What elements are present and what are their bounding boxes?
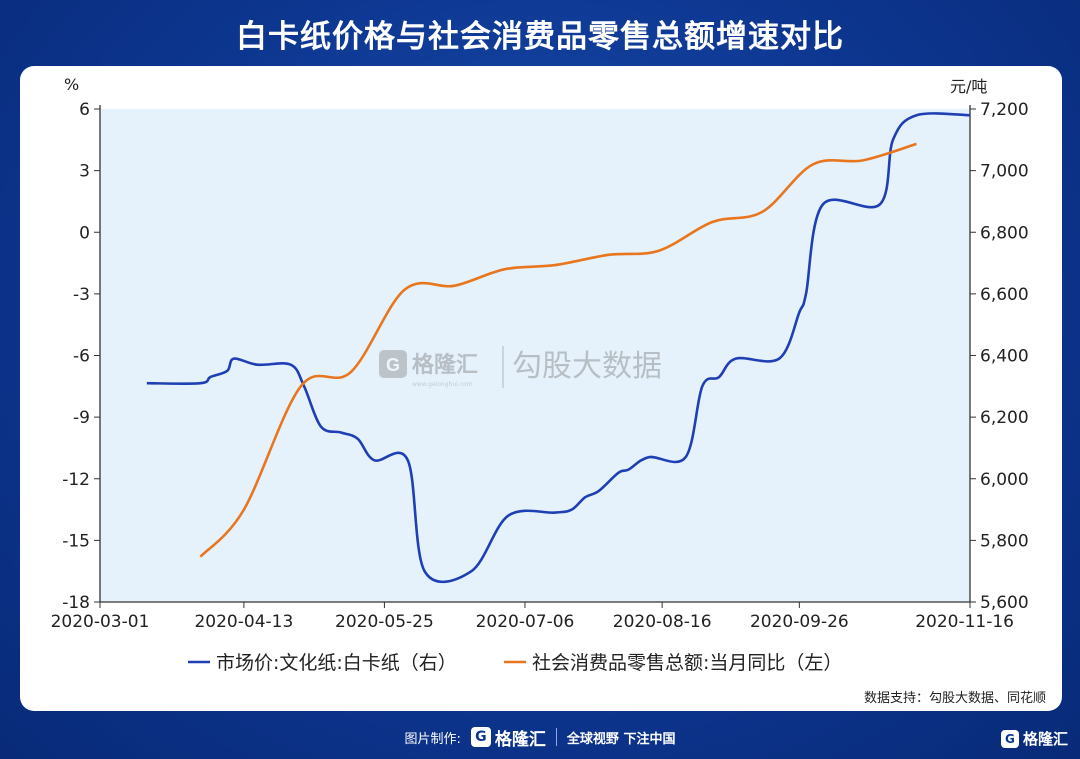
watermark: G 格隆汇 www.gelonghui.com 勾股大数据 bbox=[379, 346, 662, 388]
legend-label-price: 市场价:文化纸:白卡纸（右） bbox=[216, 652, 457, 674]
footer-logo-icon: G bbox=[470, 727, 491, 747]
right-tick-label: 5,800 bbox=[980, 531, 1029, 551]
footer-made-label: 图片制作: bbox=[404, 731, 461, 747]
corner-brand: 格隆汇 bbox=[1022, 730, 1068, 748]
footer: 图片制作: G 格隆汇 全球视野 下注中国 bbox=[0, 718, 1080, 756]
watermark-product: 勾股大数据 bbox=[512, 349, 662, 384]
chart-svg: G 格隆汇 www.gelonghui.com 勾股大数据 % 元/吨 6 3 0 -3 -… bbox=[51, 75, 1029, 674]
corner-logo: G 格隆汇 bbox=[1000, 728, 1068, 749]
right-tick-label: 7,000 bbox=[980, 162, 1029, 182]
corner-logo-icon: G bbox=[1000, 729, 1019, 748]
data-source: 数据支持：勾股大数据、同花顺 bbox=[863, 691, 1046, 706]
right-tick-label: 6,400 bbox=[980, 347, 1029, 367]
right-tick-label: 5,600 bbox=[980, 593, 1029, 613]
watermark-brand: 格隆汇 bbox=[412, 352, 478, 378]
footer-brand: 格隆汇 bbox=[494, 729, 546, 750]
series-line-price bbox=[146, 112, 971, 584]
chart-title: 白卡纸价格与社会消费品零售总额增速对比 bbox=[236, 18, 844, 55]
legend: 市场价:文化纸:白卡纸（右） 社会消费品零售总额:当月同比（左） bbox=[188, 652, 842, 674]
chart-card: G 格隆汇 www.gelonghui.com 勾股大数据 % 元/吨 6 3 0 -3 -… bbox=[20, 66, 1062, 711]
left-tick-label: 0 bbox=[79, 223, 90, 243]
watermark-logo-glyph: G bbox=[386, 355, 400, 375]
left-tick-label: -6 bbox=[73, 347, 90, 367]
series-line-retail bbox=[199, 142, 917, 558]
plot-area bbox=[100, 109, 970, 602]
x-tick-label: 2020-08-16 bbox=[613, 612, 712, 632]
left-axis-unit: % bbox=[64, 75, 79, 94]
watermark-logo-icon bbox=[379, 350, 407, 378]
left-tick-label: 3 bbox=[79, 162, 90, 182]
left-tick-label: 6 bbox=[79, 100, 90, 120]
left-tick-label: -18 bbox=[62, 593, 90, 613]
legend-label-retail: 社会消费品零售总额:当月同比（左） bbox=[532, 652, 842, 674]
x-tick-label: 2020-03-01 bbox=[51, 612, 150, 632]
x-tick-label: 2020-09-26 bbox=[750, 612, 849, 632]
x-tick-label: 2020-05-25 bbox=[335, 612, 434, 632]
left-tick-label: -15 bbox=[62, 531, 90, 551]
right-tick-label: 6,600 bbox=[980, 285, 1029, 305]
right-axis-unit: 元/吨 bbox=[950, 77, 987, 96]
right-tick-label: 7,200 bbox=[980, 100, 1029, 120]
watermark-url: www.gelonghui.com bbox=[412, 381, 473, 388]
x-tick-label: 2020-07-06 bbox=[476, 612, 575, 632]
footer-logo: G 格隆汇 bbox=[470, 725, 546, 750]
footer-divider bbox=[555, 728, 557, 746]
left-tick-label: -9 bbox=[73, 408, 90, 428]
right-tick-label: 6,000 bbox=[980, 470, 1029, 490]
right-tick-label: 6,200 bbox=[980, 408, 1029, 428]
x-tick-label: 2020-11-16 bbox=[915, 612, 1014, 632]
x-tick-label: 2020-04-13 bbox=[194, 612, 293, 632]
right-tick-label: 6,800 bbox=[980, 223, 1029, 243]
left-tick-label: -12 bbox=[62, 470, 90, 490]
footer-slogan: 全球视野 下注中国 bbox=[566, 731, 676, 747]
left-tick-label: -3 bbox=[73, 285, 90, 305]
